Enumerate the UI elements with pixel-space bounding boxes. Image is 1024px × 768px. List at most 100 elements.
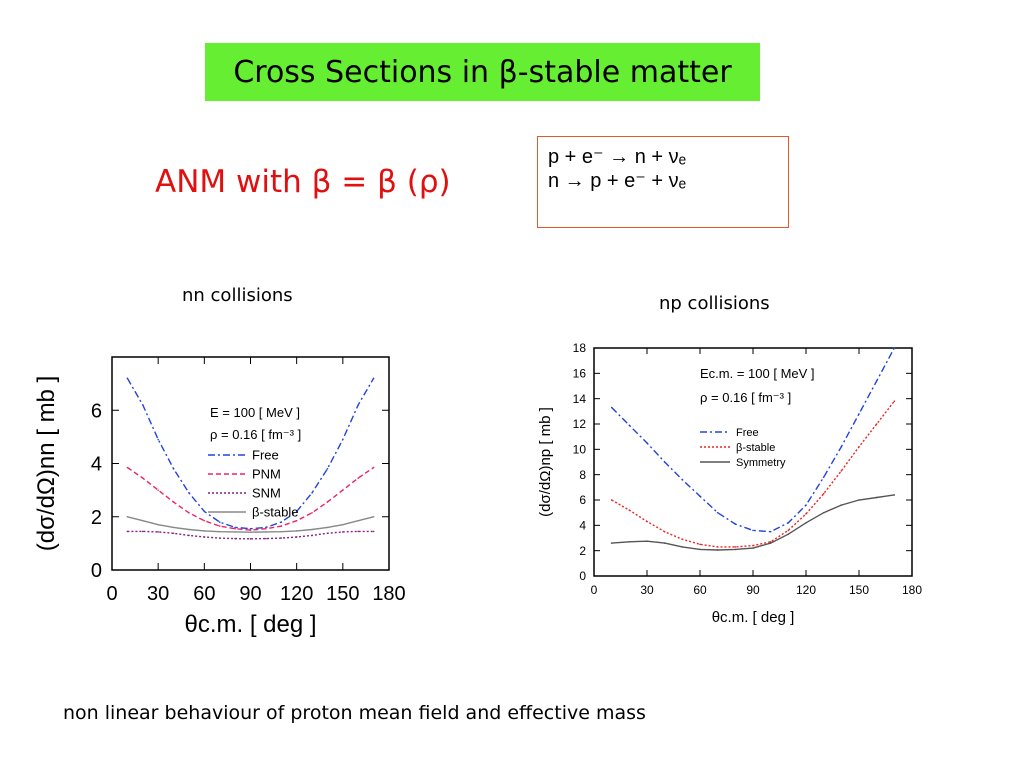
y-tick-label: 12 (573, 417, 587, 431)
data-point (716, 546, 719, 548)
data-point (752, 529, 754, 532)
data-point (752, 544, 754, 547)
data-point (805, 522, 807, 524)
data-point (141, 477, 144, 479)
x-tick-label: 30 (640, 583, 654, 597)
data-point (342, 489, 344, 491)
chart-nn-collisions: 0 30 60 90 120 150 180 0 2 4 6 E = 100 [ MeV ] ρ = 0… (33, 356, 406, 638)
data-point (858, 499, 860, 501)
data-point (234, 527, 236, 530)
data-point (126, 377, 129, 380)
data-point (716, 549, 719, 551)
data-point (769, 542, 772, 544)
data-point (141, 519, 144, 522)
data-point (126, 515, 129, 518)
data-point (663, 461, 666, 463)
data-point (234, 537, 236, 540)
data-point (311, 534, 313, 537)
data-point (893, 347, 896, 349)
data-point (326, 468, 329, 470)
data-point (752, 547, 754, 549)
data-point (628, 509, 631, 511)
data-point (787, 533, 790, 535)
data-point (822, 476, 825, 478)
data-point (610, 406, 613, 409)
data-point (157, 531, 159, 533)
data-point (295, 519, 298, 522)
series-line-pnm (127, 466, 374, 531)
data-point (875, 380, 878, 382)
data-point (734, 548, 737, 551)
chart-annotation: ρ = 0.16 [ fm⁻³ ] (210, 427, 301, 442)
legend-label: PNM (252, 467, 281, 482)
data-point (218, 537, 221, 539)
x-axis-label: θc.m. [ deg ] (712, 609, 795, 626)
data-point (822, 492, 825, 495)
y-tick-label: 14 (573, 392, 587, 406)
data-point (822, 511, 825, 514)
data-point (372, 377, 375, 380)
data-point (840, 504, 843, 506)
y-tick-label: 6 (579, 493, 586, 507)
data-point (188, 511, 190, 514)
data-point (646, 520, 648, 523)
caption-nn: nn collisions (182, 285, 293, 306)
y-tick-label: 4 (91, 454, 102, 476)
data-point (681, 478, 684, 481)
data-point (157, 523, 159, 526)
x-tick-label: 60 (193, 583, 215, 605)
legend-label: Symmetry (736, 457, 786, 469)
data-point (188, 491, 190, 494)
data-point (311, 511, 313, 514)
equation-line-2: n → p + e⁻ + νₑ (548, 170, 687, 192)
data-point (141, 404, 144, 406)
data-point (249, 538, 252, 540)
data-point (716, 511, 719, 514)
slide-title: Cross Sections in β-stable matter (233, 54, 732, 90)
chart-annotation: ρ = 0.16 [ fm⁻³ ] (700, 390, 791, 405)
x-tick-label: 0 (591, 583, 598, 597)
data-point (646, 540, 648, 542)
data-point (357, 519, 360, 522)
data-point (311, 491, 313, 494)
data-point (893, 494, 896, 496)
data-point (188, 528, 190, 531)
data-point (858, 446, 860, 448)
y-tick-label: 2 (579, 544, 586, 558)
data-point (218, 521, 221, 523)
data-point (218, 525, 221, 527)
data-point (663, 530, 666, 533)
data-point (126, 530, 129, 533)
data-point (234, 531, 236, 533)
data-point (681, 538, 684, 541)
y-tick-label: 6 (91, 400, 102, 422)
data-point (646, 442, 648, 444)
data-point (357, 404, 360, 406)
data-point (875, 496, 878, 499)
data-point (787, 522, 790, 524)
y-tick-label: 0 (91, 560, 102, 582)
data-point (203, 519, 206, 522)
data-point (203, 530, 206, 532)
data-point (875, 423, 878, 425)
caption-np: np collisions (659, 293, 770, 314)
data-point (858, 413, 860, 415)
x-tick-label: 180 (902, 583, 922, 597)
x-tick-label: 90 (746, 583, 760, 597)
x-tick-label: 120 (796, 583, 816, 597)
data-point (188, 534, 190, 537)
data-point (628, 424, 631, 427)
y-tick-label: 10 (573, 443, 587, 457)
x-tick-label: 150 (849, 583, 869, 597)
x-tick-label: 60 (693, 583, 707, 597)
data-point (249, 531, 252, 533)
data-point (357, 530, 360, 533)
x-tick-label: 30 (147, 583, 169, 605)
data-point (280, 521, 283, 523)
footer-note: non linear behaviour of proton mean fiel… (63, 702, 646, 724)
y-tick-label: 18 (573, 341, 587, 355)
x-tick-label: 0 (106, 583, 117, 605)
series-line-stable (611, 400, 895, 548)
data-point (295, 530, 298, 532)
chart-annotation: E = 100 [ MeV ] (210, 405, 300, 420)
